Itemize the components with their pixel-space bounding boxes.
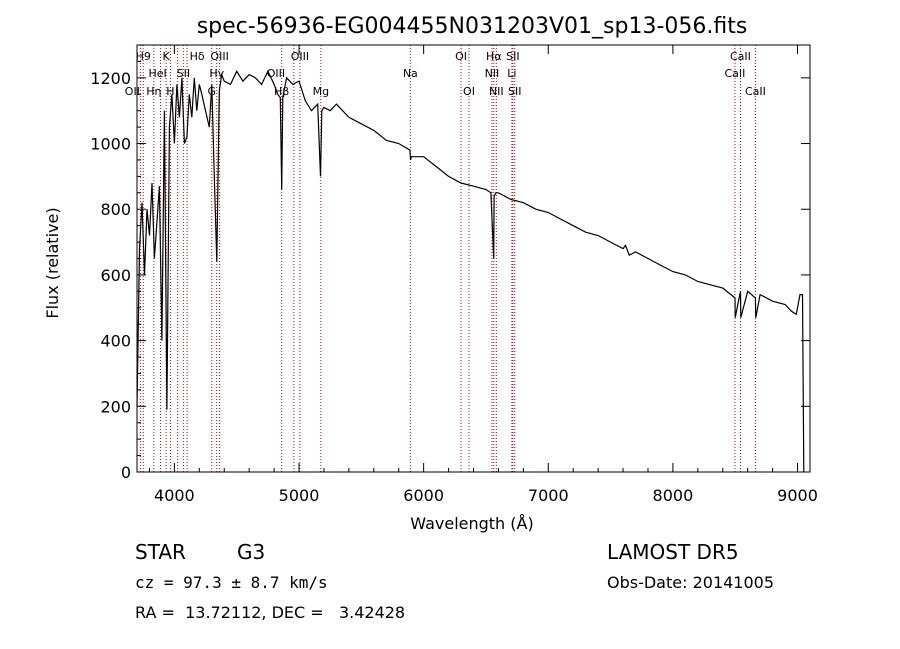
line-marker-label: NII	[485, 67, 500, 80]
line-marker-label: CaII	[745, 85, 766, 98]
line-marker-label: H	[166, 85, 174, 98]
y-tick-label: 800	[100, 200, 131, 219]
line-marker-label: SII	[508, 85, 521, 98]
chart-title: spec-56936-EG004455N031203V01_sp13-056.f…	[197, 14, 748, 39]
line-markers	[139, 45, 756, 472]
line-marker-label: SII	[506, 50, 519, 63]
x-tick-label: 5000	[279, 486, 320, 505]
line-marker-label: Hα	[486, 50, 502, 63]
spectrum-line	[136, 69, 805, 473]
x-axis-label: Wavelength (Å)	[410, 514, 533, 533]
line-marker-label: OII	[125, 85, 140, 98]
line-marker-label: OI	[455, 50, 467, 63]
coordinates-readout: RA = 13.72112, DEC = 3.42428	[135, 603, 406, 622]
y-axis-label: Flux (relative)	[43, 207, 62, 318]
line-marker-label: HeI	[148, 67, 166, 80]
x-tick-label: 7000	[528, 486, 569, 505]
object-class: STAR	[135, 540, 186, 564]
line-marker-label: Hγ	[209, 67, 224, 80]
obs-date: Obs-Date: 20141005	[607, 573, 775, 592]
line-marker-label: Hδ	[190, 50, 205, 63]
line-marker-label: Hη	[146, 85, 161, 98]
y-tick-label: 200	[100, 397, 131, 416]
y-tick-label: 400	[100, 332, 131, 351]
object-subclass: G3	[237, 540, 266, 564]
x-tick-label: 8000	[653, 486, 694, 505]
line-marker-label: CaII	[725, 67, 746, 80]
survey-label: LAMOST DR5	[607, 540, 739, 564]
line-marker-label: Li	[507, 67, 516, 80]
line-marker-label: OIII	[267, 67, 285, 80]
line-marker-label: OIII	[210, 50, 228, 63]
plot-frame	[136, 44, 811, 473]
y-tick-label: 0	[121, 463, 131, 482]
line-marker-label: CaII	[730, 50, 751, 63]
y-tick-label: 600	[100, 266, 131, 285]
y-tick-label: 1000	[90, 135, 131, 154]
line-marker-label: NII	[489, 85, 504, 98]
redshift-readout: cz = 97.3 ± 8.7 km/s	[135, 573, 328, 592]
line-marker-label: Mg	[313, 85, 329, 98]
line-marker-label: SII	[177, 67, 190, 80]
line-marker-label: Na	[403, 67, 418, 80]
y-tick-label: 1200	[90, 69, 131, 88]
line-marker-label: OIII	[291, 50, 309, 63]
y-axis-ticks: 0 200 400 600 800 1000 1200	[90, 60, 810, 482]
line-marker-label: OI	[463, 85, 475, 98]
x-axis-ticks: 4000 5000 6000 7000 8000 9000	[148, 45, 818, 505]
x-tick-label: 4000	[154, 486, 195, 505]
x-tick-label: 6000	[403, 486, 444, 505]
line-marker-label: H9	[136, 50, 151, 63]
line-marker-label: K	[163, 50, 171, 63]
x-tick-label: 9000	[777, 486, 818, 505]
